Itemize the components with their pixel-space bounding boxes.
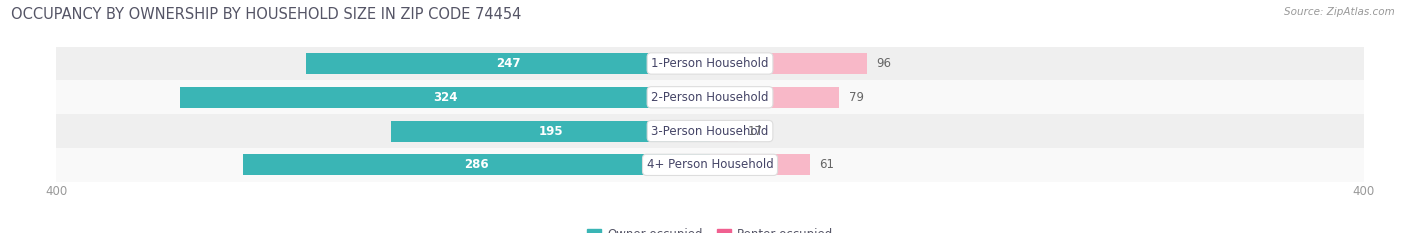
Text: 1-Person Household: 1-Person Household (651, 57, 769, 70)
Text: 4+ Person Household: 4+ Person Household (647, 158, 773, 171)
Text: 2-Person Household: 2-Person Household (651, 91, 769, 104)
Bar (56, 47, 1364, 80)
Text: 96: 96 (877, 57, 891, 70)
Bar (710, 154, 810, 175)
Text: OCCUPANCY BY OWNERSHIP BY HOUSEHOLD SIZE IN ZIP CODE 74454: OCCUPANCY BY OWNERSHIP BY HOUSEHOLD SIZE… (11, 7, 522, 22)
Bar (56, 148, 1364, 182)
Text: 61: 61 (820, 158, 835, 171)
Text: 247: 247 (496, 57, 520, 70)
Bar (56, 114, 1364, 148)
Legend: Owner-occupied, Renter-occupied: Owner-occupied, Renter-occupied (582, 224, 838, 233)
Text: Source: ZipAtlas.com: Source: ZipAtlas.com (1284, 7, 1395, 17)
Bar (391, 121, 710, 141)
Text: 3-Person Household: 3-Person Household (651, 125, 769, 137)
Text: 17: 17 (748, 125, 762, 137)
Text: 286: 286 (464, 158, 489, 171)
Bar (307, 53, 710, 74)
Bar (56, 80, 1364, 114)
Bar (710, 53, 868, 74)
Bar (710, 121, 738, 141)
Text: 324: 324 (433, 91, 457, 104)
Bar (180, 87, 710, 108)
Text: 79: 79 (849, 91, 863, 104)
Bar (243, 154, 710, 175)
Text: 195: 195 (538, 125, 562, 137)
Bar (710, 87, 839, 108)
